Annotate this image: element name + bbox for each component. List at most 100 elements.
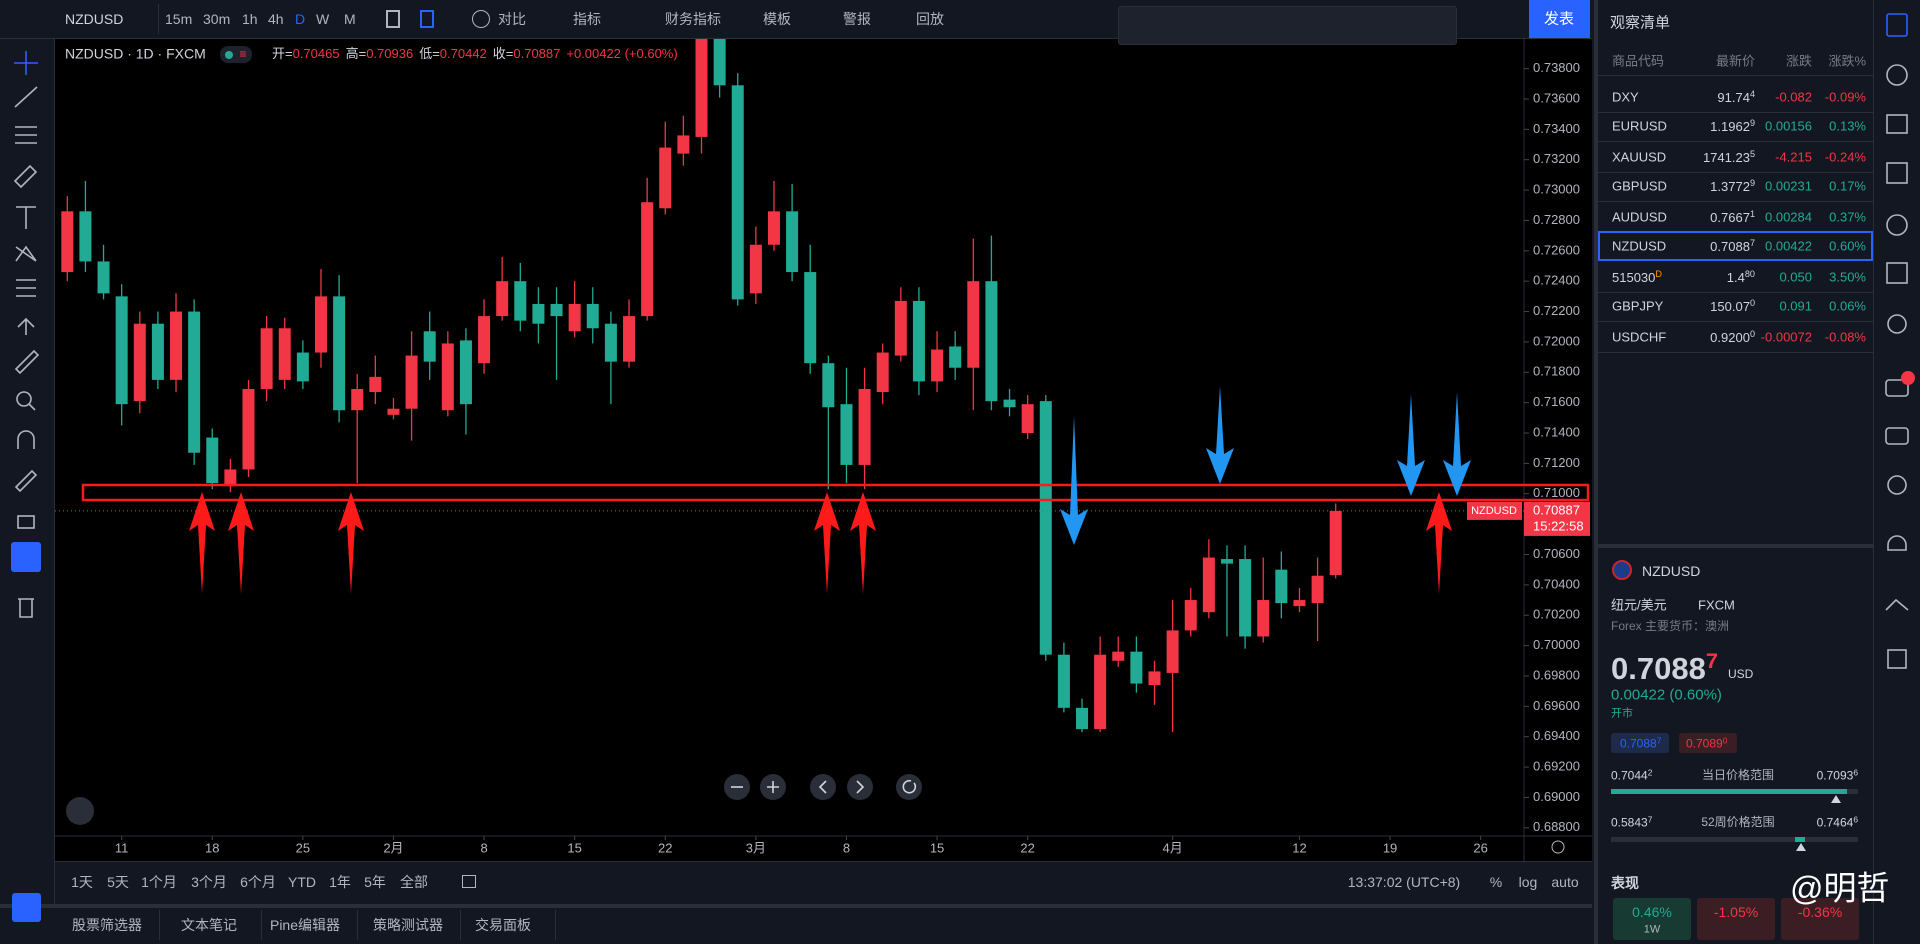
- candle-body: [405, 355, 418, 409]
- trend-line-tool[interactable]: [14, 86, 38, 108]
- watchlist-row[interactable]: [1598, 291, 1873, 322]
- publish-label[interactable]: 发表: [1543, 10, 1575, 28]
- price-main: 0.7088: [1710, 238, 1750, 254]
- x-tick-label: 22: [1020, 840, 1034, 855]
- news-icon[interactable]: [1886, 114, 1908, 134]
- candle-body: [731, 85, 744, 300]
- fib-tool[interactable]: [15, 126, 37, 144]
- streams-icon[interactable]: [1885, 427, 1909, 445]
- candle-body: [1220, 559, 1233, 564]
- chats-icon[interactable]: [1885, 379, 1909, 397]
- interval-button[interactable]: 30m: [203, 11, 231, 27]
- percent-toggle[interactable]: %: [1489, 874, 1503, 890]
- range-button[interactable]: 1个月: [141, 874, 177, 890]
- magnet-tool[interactable]: [17, 430, 35, 449]
- nav-button[interactable]: [847, 774, 873, 800]
- bottom-tab[interactable]: 股票筛选器: [72, 917, 142, 933]
- bottom-tab[interactable]: 文本笔记: [181, 917, 237, 933]
- settings-button[interactable]: [1551, 840, 1565, 854]
- crosshair-tool[interactable]: [14, 51, 38, 75]
- alert-button[interactable]: 警报: [843, 11, 871, 27]
- goto-date-icon[interactable]: [462, 875, 476, 888]
- watchlist-row[interactable]: [1598, 171, 1873, 202]
- stay-drawing-tool[interactable]: [14, 469, 38, 493]
- bottom-tab[interactable]: Pine编辑器: [269, 917, 341, 933]
- y-tick-label: 0.73400: [1533, 121, 1580, 136]
- interval-button[interactable]: 4h: [268, 11, 284, 27]
- replay-button[interactable]: 回放: [916, 11, 944, 27]
- watchlist-row[interactable]: [1598, 262, 1873, 293]
- auto-toggle[interactable]: auto: [1551, 874, 1579, 890]
- delete-tool[interactable]: [18, 598, 34, 618]
- dom-icon[interactable]: [1885, 598, 1909, 611]
- bottom-tab[interactable]: 策略测试器: [373, 917, 443, 933]
- row-change: 0.00156: [1765, 118, 1812, 134]
- price-main: 150.07: [1710, 298, 1750, 314]
- candle-body: [1076, 707, 1089, 730]
- watchlist-row[interactable]: [1598, 142, 1873, 173]
- interval-button[interactable]: 1h: [242, 11, 258, 27]
- interval-button[interactable]: D: [295, 11, 306, 27]
- publish-button[interactable]: [1529, 0, 1590, 38]
- zoom-tool[interactable]: [16, 391, 36, 411]
- performance-cell: [1781, 898, 1859, 940]
- prediction-tool[interactable]: [16, 279, 36, 297]
- bottom-tab[interactable]: 交易面板: [475, 917, 531, 933]
- interval-button[interactable]: W: [316, 11, 330, 27]
- hide-tool[interactable]: [11, 542, 41, 572]
- nav-button[interactable]: [896, 774, 922, 800]
- interval-button[interactable]: 15m: [165, 11, 193, 27]
- chart-style-button[interactable]: [386, 10, 400, 28]
- down-arrow: [1206, 386, 1234, 484]
- drawing-toolbar: [1118, 6, 1457, 45]
- lock-tool[interactable]: [17, 515, 35, 529]
- calendar-icon[interactable]: [1886, 262, 1908, 284]
- candle-body: [912, 300, 925, 382]
- brush-tool[interactable]: [13, 164, 38, 189]
- interval-button[interactable]: M: [344, 11, 356, 27]
- templates-button[interactable]: 模板: [763, 11, 791, 27]
- pattern-tool[interactable]: [15, 245, 37, 262]
- alerts-icon[interactable]: [1886, 64, 1908, 86]
- text-tool[interactable]: [16, 206, 36, 229]
- watchlist-icon[interactable]: [1886, 13, 1908, 37]
- icon-tool[interactable]: [17, 317, 35, 335]
- candle-body: [423, 331, 436, 362]
- row-last: 1741.235: [1703, 150, 1755, 164]
- price-main: 0.7464: [1816, 815, 1854, 830]
- x-tick-label: 8: [843, 840, 850, 855]
- watchlist-title[interactable]: 观察清单: [1610, 14, 1671, 32]
- range-button[interactable]: 1天: [71, 874, 93, 890]
- log-toggle[interactable]: log: [1518, 874, 1538, 890]
- calc-icon[interactable]: [1887, 649, 1907, 669]
- candle-body: [1257, 600, 1270, 637]
- watchlist-row[interactable]: [1598, 322, 1873, 353]
- range-button[interactable]: 3个月: [191, 874, 227, 890]
- compare-button[interactable]: 对比: [498, 11, 526, 27]
- help-icon[interactable]: [1887, 475, 1907, 495]
- candle-body: [623, 316, 636, 362]
- watchlist-row[interactable]: [1598, 231, 1873, 261]
- favorites-button[interactable]: [12, 893, 41, 922]
- indicators-button[interactable]: 指标: [573, 11, 601, 27]
- range-button[interactable]: 5年: [364, 874, 386, 890]
- chart-style-button[interactable]: [420, 10, 434, 28]
- range-button[interactable]: 6个月: [240, 874, 276, 890]
- ideas-icon[interactable]: [1887, 314, 1907, 334]
- range-button[interactable]: 全部: [400, 874, 428, 890]
- data-window-icon[interactable]: [1886, 162, 1908, 184]
- range-button[interactable]: 1年: [329, 874, 351, 890]
- watchlist-row[interactable]: [1598, 82, 1873, 113]
- measure-tool[interactable]: [14, 349, 40, 375]
- symbol-search[interactable]: NZDUSD: [65, 11, 124, 27]
- nav-button[interactable]: [810, 774, 836, 800]
- price-pip: 80: [1744, 269, 1755, 280]
- watchlist-row[interactable]: [1598, 111, 1873, 142]
- hotlist-icon[interactable]: [1886, 214, 1908, 236]
- financials-button[interactable]: 财务指标: [665, 11, 721, 27]
- range-button[interactable]: 5天: [107, 874, 129, 890]
- candle-body: [441, 343, 454, 411]
- range-button[interactable]: YTD: [288, 874, 316, 890]
- notifications-icon[interactable]: [1887, 535, 1907, 551]
- y-tick-label: 0.69600: [1533, 698, 1580, 713]
